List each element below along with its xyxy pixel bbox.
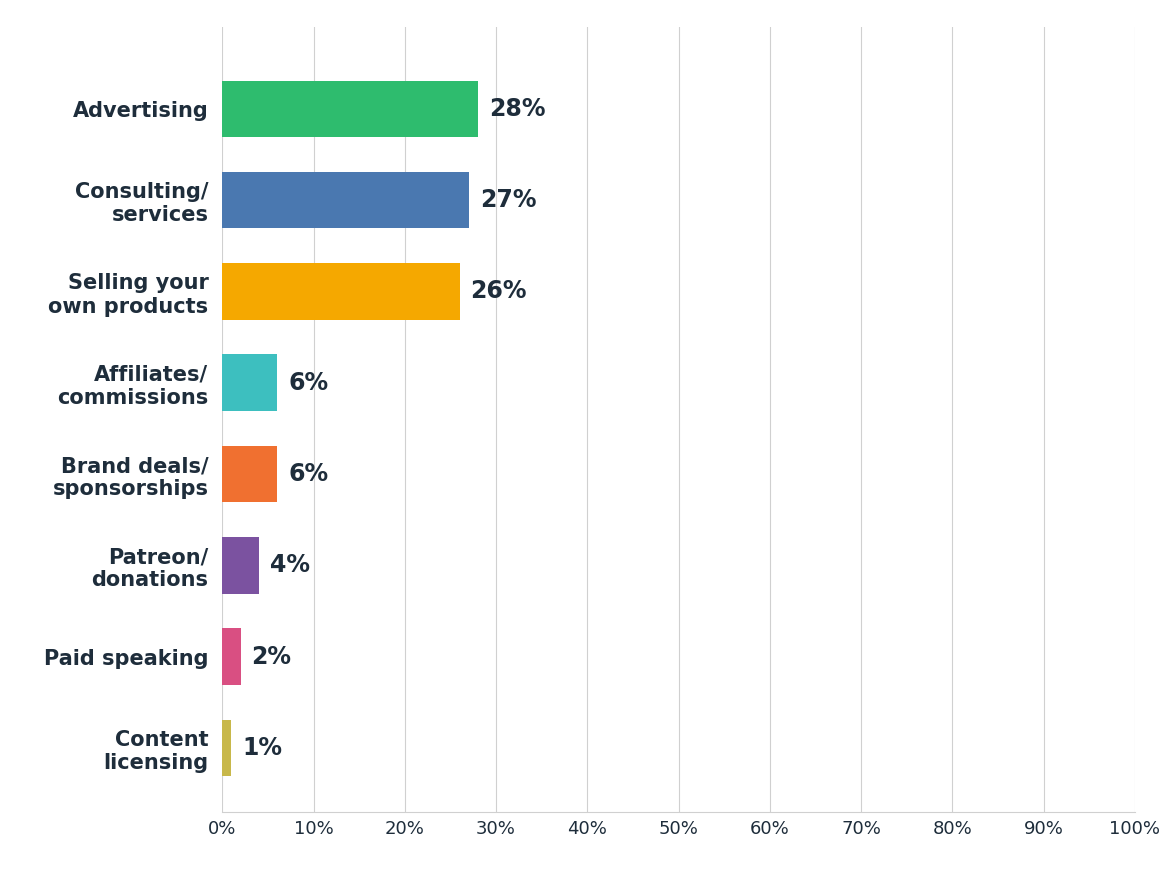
Bar xyxy=(222,720,232,776)
Bar xyxy=(222,537,259,593)
Bar xyxy=(222,172,469,228)
Text: 6%: 6% xyxy=(288,371,328,395)
Bar xyxy=(222,263,460,319)
Text: 1%: 1% xyxy=(242,736,282,760)
Bar xyxy=(222,446,277,502)
Text: 6%: 6% xyxy=(288,462,328,486)
Text: 26%: 26% xyxy=(470,279,526,303)
Bar xyxy=(222,80,477,137)
Text: 28%: 28% xyxy=(489,97,545,121)
Text: 2%: 2% xyxy=(252,645,291,668)
Text: 4%: 4% xyxy=(270,553,310,577)
Text: 27%: 27% xyxy=(480,188,536,212)
Bar xyxy=(222,354,277,411)
Bar xyxy=(222,628,241,685)
